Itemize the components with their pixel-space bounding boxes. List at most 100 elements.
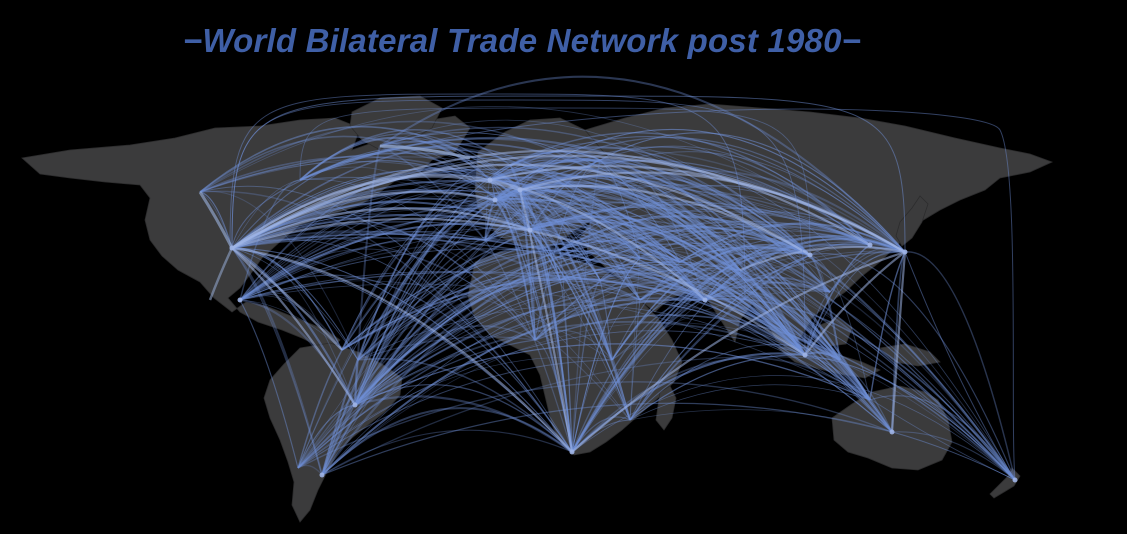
- trade-route: [519, 189, 601, 281]
- trade-route: [299, 179, 536, 341]
- trade-route: [509, 164, 631, 421]
- trade-route: [809, 254, 871, 401]
- trade-route: [321, 298, 706, 476]
- trade-route: [489, 179, 613, 361]
- trade-route: [484, 151, 906, 253]
- trade-hub: [352, 402, 358, 408]
- trade-route: [611, 244, 811, 361]
- trade-route: [529, 229, 573, 453]
- trade-route: [297, 297, 706, 469]
- trade-route: [297, 249, 561, 469]
- trade-route: [804, 354, 1016, 481]
- trade-route: [354, 320, 806, 406]
- trade-route: [809, 254, 841, 361]
- trade-route: [599, 145, 871, 246]
- trade-route: [231, 239, 573, 453]
- trade-route: [231, 233, 841, 361]
- trade-route: [199, 125, 521, 193]
- trade-route: [571, 357, 871, 453]
- trade-route: [231, 214, 706, 301]
- trade-route: [519, 184, 811, 256]
- trade-hub: [517, 187, 523, 193]
- trade-route: [231, 108, 1016, 481]
- trade-route: [484, 239, 573, 453]
- trade-route: [494, 199, 536, 341]
- trade-route: [519, 189, 706, 301]
- trade-route: [629, 384, 871, 421]
- trade-route: [629, 343, 841, 421]
- trade-route: [231, 198, 641, 259]
- trade-route: [534, 257, 641, 341]
- trade-route: [571, 236, 871, 453]
- trade-route: [199, 135, 531, 231]
- trade-route: [354, 224, 811, 406]
- trade-route: [321, 228, 531, 476]
- trade-route: [704, 295, 806, 356]
- trade-route: [804, 354, 1016, 481]
- trade-hub: [867, 242, 873, 248]
- trade-route: [357, 249, 681, 361]
- trade-route: [299, 107, 811, 256]
- trade-route: [239, 271, 641, 301]
- trade-route: [534, 329, 613, 361]
- trade-route: [739, 245, 906, 272]
- trade-route: [518, 189, 574, 453]
- trade-route: [534, 234, 811, 341]
- trade-route: [571, 279, 601, 453]
- trade-route: [321, 402, 893, 476]
- trade-route: [357, 199, 496, 361]
- trade-route: [890, 251, 907, 433]
- trade-route: [529, 217, 641, 259]
- trade-route: [354, 275, 641, 406]
- trade-route: [231, 167, 706, 301]
- landmass-madagascar: [655, 385, 677, 431]
- trade-route: [321, 404, 356, 476]
- trade-route: [529, 206, 1016, 481]
- trade-route: [639, 299, 871, 401]
- trade-route: [341, 280, 706, 351]
- trade-route: [559, 229, 1016, 481]
- trade-route: [229, 93, 746, 301]
- trade-hubs: [229, 177, 1018, 483]
- trade-route: [321, 229, 531, 476]
- trade-route: [321, 159, 601, 476]
- trade-route: [321, 189, 521, 476]
- trade-route: [559, 261, 741, 281]
- trade-route: [494, 199, 641, 301]
- trade-route: [239, 203, 806, 356]
- trade-route: [379, 145, 486, 241]
- trade-route: [354, 269, 831, 406]
- trade-route: [599, 279, 613, 361]
- trade-route: [231, 247, 359, 361]
- trade-route: [509, 132, 871, 246]
- trade-route: [639, 281, 806, 356]
- trade-route: [599, 279, 893, 433]
- trade-route: [354, 164, 511, 406]
- trade-route: [704, 241, 906, 301]
- trade-route: [321, 229, 531, 476]
- trade-route: [341, 278, 806, 356]
- trade-route: [559, 184, 871, 251]
- trade-route: [231, 95, 906, 253]
- trade-route: [519, 189, 613, 361]
- trade-route: [231, 247, 323, 476]
- trade-route: [231, 163, 811, 256]
- trade-hub: [229, 245, 235, 251]
- trade-route: [354, 179, 491, 406]
- trade-route: [571, 257, 641, 453]
- trade-route: [299, 136, 491, 181]
- trade-route: [529, 221, 706, 301]
- trade-route: [239, 147, 906, 301]
- trade-route: [494, 198, 806, 356]
- trade-route: [891, 431, 1016, 481]
- trade-route: [231, 201, 531, 249]
- trade-route: [231, 209, 681, 263]
- trade-route: [199, 191, 233, 249]
- trade-route: [489, 176, 706, 301]
- trade-route: [239, 248, 841, 361]
- trade-route: [804, 251, 906, 356]
- trade-route: [519, 160, 1016, 481]
- trade-route: [231, 246, 573, 453]
- trade-route: [231, 217, 806, 356]
- trade-hub: [487, 177, 493, 183]
